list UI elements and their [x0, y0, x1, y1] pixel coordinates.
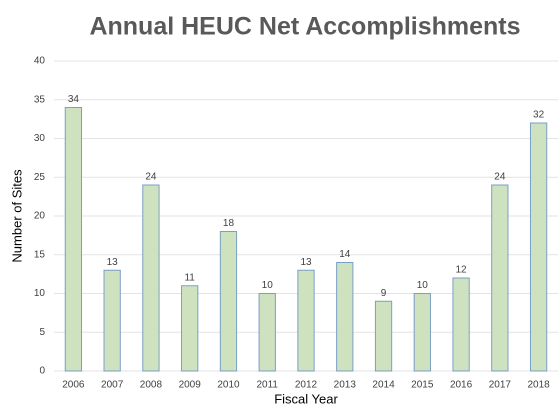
y-axis-title: Number of Sites — [9, 169, 24, 263]
x-tick-label: 2010 — [217, 380, 240, 391]
data-label: 32 — [533, 110, 545, 121]
data-label: 9 — [381, 288, 387, 299]
x-tick-label: 2014 — [372, 380, 395, 391]
data-label: 24 — [494, 172, 506, 183]
bar — [413, 293, 431, 372]
bar — [374, 300, 393, 372]
x-tick-label: 2018 — [527, 380, 550, 391]
x-tick-label: 2006 — [62, 380, 85, 391]
x-tick-label: 2009 — [179, 380, 202, 391]
data-label: 18 — [223, 218, 235, 229]
data-label: 10 — [262, 280, 274, 291]
bar — [142, 184, 160, 372]
bar — [336, 262, 354, 372]
x-tick-label: 2016 — [450, 380, 473, 391]
bar — [103, 269, 121, 372]
y-tick-label: 30 — [34, 133, 46, 144]
bar — [452, 277, 470, 372]
data-label: 34 — [68, 94, 80, 105]
y-tick-label: 35 — [34, 94, 46, 105]
x-axis-title: Fiscal Year — [274, 391, 338, 406]
data-label: 13 — [300, 257, 312, 268]
data-label: 10 — [417, 280, 429, 291]
data-label: 12 — [456, 265, 468, 276]
y-tick-label: 15 — [34, 249, 46, 260]
y-tick-label: 5 — [39, 327, 45, 338]
y-tick-label: 10 — [34, 288, 46, 299]
y-tick-label: 20 — [34, 211, 46, 222]
x-tick-label: 2011 — [256, 380, 278, 391]
bar — [529, 122, 548, 372]
y-tick-label: 25 — [34, 172, 46, 183]
y-tick-label: 0 — [39, 366, 45, 377]
data-label: 24 — [145, 172, 157, 183]
bar — [181, 285, 199, 372]
bar — [64, 107, 83, 372]
data-label: 13 — [107, 257, 119, 268]
x-tick-label: 2015 — [411, 380, 434, 391]
bar — [219, 231, 238, 372]
y-tick-label: 40 — [34, 56, 46, 67]
x-tick-label: 2012 — [295, 380, 318, 391]
chart-title: Annual HEUC Net Accomplishments — [89, 13, 520, 41]
bar — [297, 269, 315, 372]
x-tick-label: 2008 — [140, 380, 163, 391]
x-tick-label: 2017 — [489, 380, 512, 391]
bar — [258, 293, 276, 372]
data-label: 14 — [339, 249, 351, 260]
x-tick-label: 2013 — [334, 380, 357, 391]
data-label: 11 — [184, 272, 195, 283]
x-tick-label: 2007 — [101, 380, 124, 391]
bar — [491, 184, 509, 372]
